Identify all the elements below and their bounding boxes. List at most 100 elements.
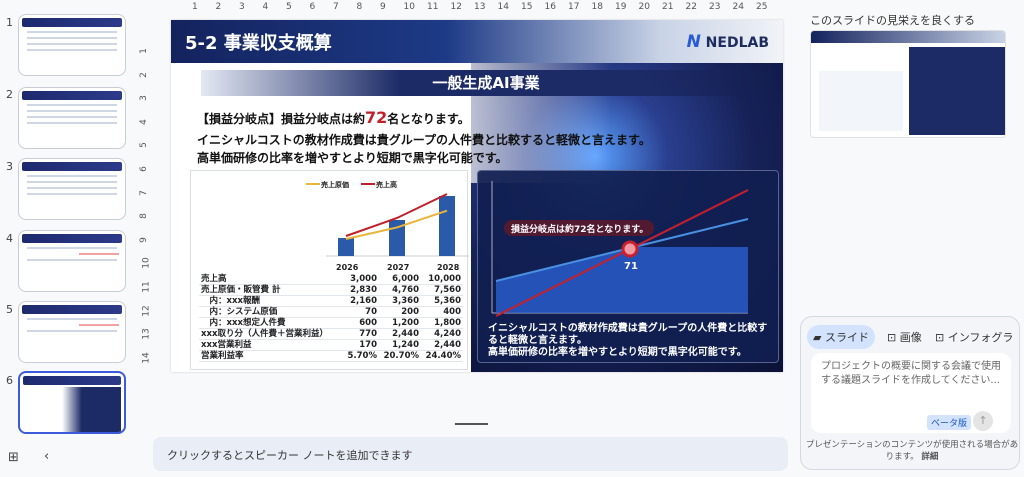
ruler-tick-label: 2 [138, 71, 149, 78]
headline-pre: 【損益分岐点】損益分岐点は約 [197, 112, 366, 126]
cell-value: 6,000 [379, 274, 421, 285]
ruler-tick-label: 10 [403, 2, 415, 12]
breakeven-text-1: イニシャルコストの教材作成費は貴グループの人件費と比較すると軽微と言えます。 [488, 323, 768, 346]
ruler-tick-label: 23 [709, 2, 721, 12]
ai-generate-panel: ▰ スライド ⊡ 画像 ⊡ インフォグラ プロジェクトの概要に関する会議で使用す… [800, 316, 1020, 470]
ruler-tick-label: 10 [141, 257, 152, 270]
cell-value: 3,360 [379, 295, 421, 307]
table-row: xxx取り分（人件費＋営業利益） 770 2,440 4,240 [199, 328, 463, 340]
cell-value: 4,760 [379, 284, 421, 296]
row-label: 内：xxx報酬 [199, 295, 337, 307]
cost-area [496, 247, 748, 313]
notes-resize-handle[interactable] [455, 423, 488, 425]
ruler-tick-label: 12 [141, 304, 152, 317]
slide-thumbnail-3[interactable] [18, 158, 126, 220]
row-label: 内：xxx想定人件費 [199, 317, 337, 329]
title-bar: 5-2 事業収支概算 [171, 20, 783, 63]
slide-thumbnail-4[interactable] [18, 230, 126, 292]
thumb-number: 6 [6, 374, 13, 387]
thumb-number: 3 [6, 160, 13, 173]
ruler-tick-label: 24 [732, 2, 744, 12]
ruler-tick-label: 9 [138, 236, 149, 243]
breakeven-callout: 損益分岐点は約72名となります。 [511, 223, 648, 235]
logo-text: NEDLAB [705, 35, 769, 51]
suggested-slide-preview[interactable] [810, 30, 1006, 138]
send-arrow-icon[interactable]: ↑ [973, 411, 993, 431]
ruler-tick-label: 25 [756, 2, 768, 12]
cell-value: 20.70% [379, 350, 421, 362]
tab-infographic[interactable]: ⊡ インフォグラ [935, 331, 1014, 344]
cell-value: 5.70% [337, 350, 379, 362]
ruler-tick-label: 22 [685, 2, 697, 12]
x-tick-label: 2028 [437, 263, 460, 272]
table-row: 内：システム原価 70 200 400 [199, 306, 463, 318]
thumb-number: 1 [6, 16, 13, 29]
thumb-number: 4 [6, 232, 13, 245]
x-tick-label: 2027 [387, 263, 409, 272]
cell-value: 5,360 [421, 295, 463, 307]
ruler-tick-label: 1 [192, 2, 198, 12]
breakeven-chart: 損益分岐点は約72名となります。 71 [491, 181, 749, 317]
cell-value: 2,830 [337, 284, 379, 296]
ruler-tick-label: 12 [450, 2, 462, 12]
nedlab-logo: N NEDLAB [686, 32, 769, 52]
vertical-ruler[interactable]: 1 2 3 4 5 6 7 8 9 10 11 12 13 14 [138, 18, 154, 418]
tab-slide[interactable]: ▰ スライド [807, 325, 875, 349]
revenue-line [495, 189, 749, 317]
slide-thumbnail-5[interactable] [18, 301, 126, 363]
slide-thumbnail-6[interactable] [18, 371, 126, 434]
ruler-tick-label: 7 [138, 189, 149, 196]
disclaimer-text: プレゼンテーションのコンテンツが使用される場合があります。 [805, 440, 1019, 462]
ruler-tick-label: 9 [380, 2, 386, 12]
headline-post: 名となります。 [387, 112, 470, 126]
ruler-tick-label: 13 [474, 2, 486, 12]
cell-value: 1,800 [421, 317, 463, 329]
tab-label: 画像 [899, 331, 922, 344]
cell-value: 3,000 [337, 274, 379, 285]
row-label: 営業利益率 [199, 350, 337, 362]
ruler-tick-label: 6 [309, 2, 316, 12]
ruler-tick-label: 15 [521, 2, 533, 12]
tab-image[interactable]: ⊡ 画像 [887, 331, 922, 344]
ruler-tick-label: 17 [568, 2, 580, 12]
series-line [345, 193, 448, 237]
breakeven-point [621, 240, 639, 258]
disclaimer: プレゼンテーションのコンテンツが使用される場合があります。 詳細 [805, 439, 1019, 463]
horizontal-ruler[interactable]: 1 2 3 4 5 6 7 8 9 10 11 12 13 14 15 16 17 18 19 20 21 22 23 24 2… [170, 0, 785, 16]
cell-value: 770 [337, 328, 379, 340]
body-text-1: イニシャルコストの教材作成費は貴グループの人件費と比較すると軽微と言えます。 [197, 133, 651, 147]
x-tick-label: 2026 [336, 263, 359, 272]
ruler-tick-label: 11 [141, 281, 152, 293]
prompt-placeholder: プロジェクトの概要に関する会議で使用する議題スライドを作成してください... [821, 361, 1001, 386]
cell-value: 70 [337, 306, 379, 318]
ruler-tick-label: 14 [497, 2, 509, 12]
details-link[interactable]: 詳細 [921, 452, 939, 462]
callout-bg [504, 220, 654, 236]
table-row: 営業利益率 5.70% 20.70% 24.40% [199, 350, 463, 362]
ruler-tick-label: 8 [356, 2, 363, 12]
row-label: xxx営業利益 [199, 339, 337, 351]
breakeven-chart-box: 損益分岐点は約72名となります。 71 イニシャルコストの教材作成費は貴グループ… [477, 170, 779, 363]
thumb-number: 5 [6, 303, 13, 316]
table-row: xxx営業利益 170 1,240 2,440 [199, 339, 463, 351]
cell-value: 1,200 [379, 317, 421, 329]
ruler-tick-label: 3 [239, 2, 245, 12]
slide-thumbnail-2[interactable] [18, 87, 126, 149]
bar [338, 238, 354, 256]
cell-value: 1,240 [379, 339, 421, 351]
cell-value: 170 [337, 339, 379, 351]
row-label: 内：システム原価 [199, 306, 337, 318]
panel-title: このスライドの見栄えを良くする [810, 14, 975, 27]
bar-line-chart: 2026 2027 2028 売上原価 売上高 [306, 180, 469, 272]
collapse-panel-icon[interactable]: ‹ [44, 449, 50, 464]
ruler-tick-label: 13 [141, 328, 152, 340]
legend-entry: 売上高 [376, 180, 397, 189]
slide-canvas[interactable]: 5-2 事業収支概算 N NEDLAB 一般生成AI事業 【損益分岐点】損益分岐… [171, 20, 783, 372]
grid-view-icon[interactable]: ⊞ [8, 450, 19, 465]
speaker-notes-field[interactable]: クリックするとスピーカー ノートを追加できます [153, 437, 788, 471]
series-line [345, 209, 448, 240]
cell-value: 400 [421, 306, 463, 318]
thumb-number: 2 [6, 88, 13, 101]
tab-label: スライド [824, 331, 869, 344]
slide-thumbnail-1[interactable] [18, 14, 126, 76]
